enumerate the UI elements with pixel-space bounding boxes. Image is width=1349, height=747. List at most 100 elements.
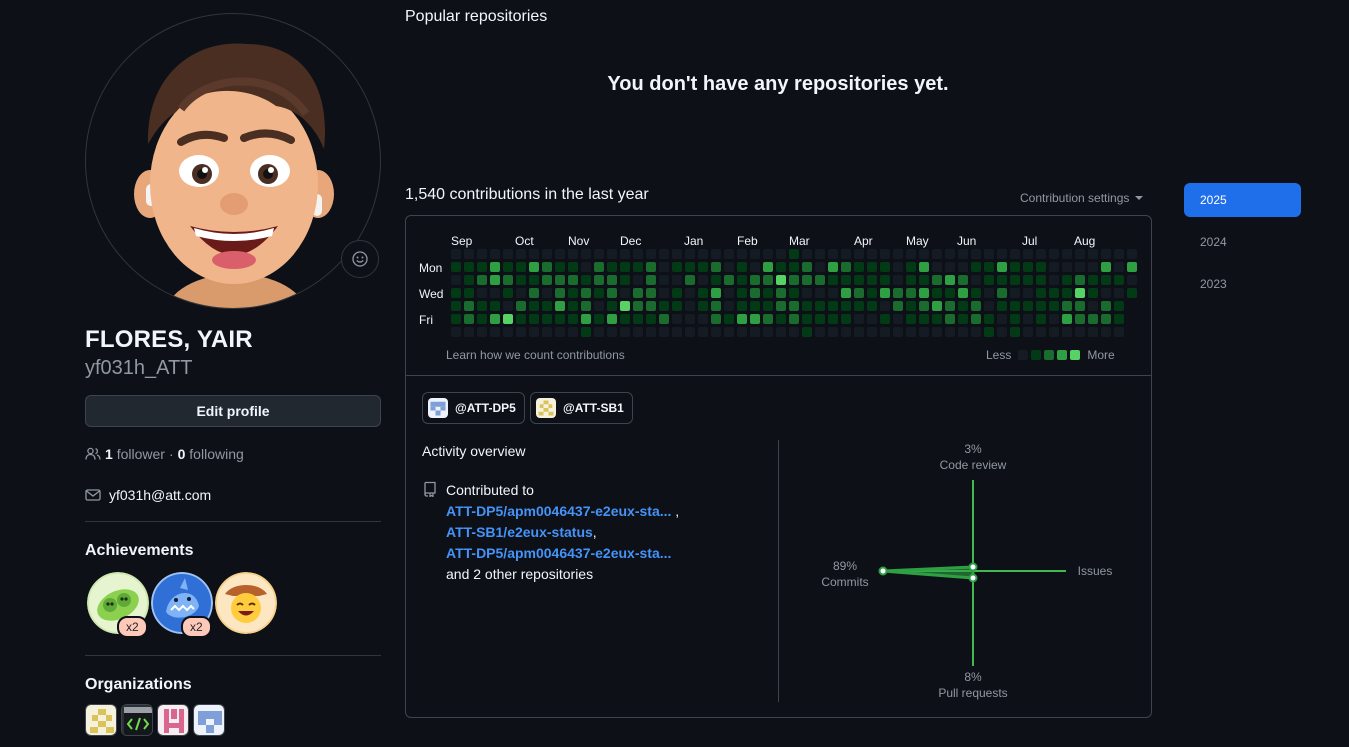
contribution-day-cell[interactable] — [542, 288, 552, 298]
contribution-day-cell[interactable] — [841, 275, 851, 285]
contribution-day-cell[interactable] — [906, 314, 916, 324]
contribution-day-cell[interactable] — [906, 275, 916, 285]
contribution-day-cell[interactable] — [1062, 327, 1072, 337]
contribution-day-cell[interactable] — [1075, 314, 1085, 324]
contribution-day-cell[interactable] — [724, 249, 734, 259]
contribution-day-cell[interactable] — [698, 314, 708, 324]
contribution-day-cell[interactable] — [1075, 262, 1085, 272]
contribution-day-cell[interactable] — [841, 262, 851, 272]
contribution-day-cell[interactable] — [1049, 275, 1059, 285]
contribution-day-cell[interactable] — [711, 288, 721, 298]
contribution-day-cell[interactable] — [997, 249, 1007, 259]
contribution-day-cell[interactable] — [880, 275, 890, 285]
contribution-day-cell[interactable] — [659, 314, 669, 324]
contribution-day-cell[interactable] — [490, 262, 500, 272]
contribution-day-cell[interactable] — [776, 288, 786, 298]
edit-profile-button[interactable]: Edit profile — [85, 395, 381, 427]
contribution-day-cell[interactable] — [867, 275, 877, 285]
contribution-day-cell[interactable] — [1023, 275, 1033, 285]
profile-email[interactable]: yf031h@att.com — [85, 487, 211, 503]
contribution-day-cell[interactable] — [555, 314, 565, 324]
contribution-day-cell[interactable] — [958, 314, 968, 324]
contribution-day-cell[interactable] — [633, 301, 643, 311]
contribution-day-cell[interactable] — [737, 249, 747, 259]
contribution-day-cell[interactable] — [685, 288, 695, 298]
contribution-day-cell[interactable] — [1101, 301, 1111, 311]
contribution-day-cell[interactable] — [1036, 327, 1046, 337]
contribution-day-cell[interactable] — [451, 327, 461, 337]
contribution-day-cell[interactable] — [451, 314, 461, 324]
contribution-day-cell[interactable] — [1023, 249, 1033, 259]
contribution-day-cell[interactable] — [919, 327, 929, 337]
contribution-day-cell[interactable] — [763, 288, 773, 298]
contribution-day-cell[interactable] — [464, 314, 474, 324]
avatar-container[interactable] — [85, 13, 381, 309]
contribution-day-cell[interactable] — [789, 301, 799, 311]
contribution-day-cell[interactable] — [971, 275, 981, 285]
contribution-day-cell[interactable] — [698, 327, 708, 337]
contribution-day-cell[interactable] — [685, 262, 695, 272]
org-avatar-pink[interactable] — [157, 704, 189, 736]
contribution-day-cell[interactable] — [503, 262, 513, 272]
contribution-day-cell[interactable] — [1062, 275, 1072, 285]
contribution-day-cell[interactable] — [1049, 327, 1059, 337]
contribution-day-cell[interactable] — [919, 314, 929, 324]
contribution-day-cell[interactable] — [880, 249, 890, 259]
contribution-day-cell[interactable] — [711, 327, 721, 337]
contribution-day-cell[interactable] — [516, 314, 526, 324]
contribution-day-cell[interactable] — [789, 314, 799, 324]
contribution-day-cell[interactable] — [594, 249, 604, 259]
contribution-day-cell[interactable] — [763, 314, 773, 324]
contribution-day-cell[interactable] — [555, 327, 565, 337]
contribution-day-cell[interactable] — [763, 249, 773, 259]
contribution-day-cell[interactable] — [529, 327, 539, 337]
contribution-day-cell[interactable] — [802, 262, 812, 272]
contribution-day-cell[interactable] — [854, 275, 864, 285]
contribution-day-cell[interactable] — [1088, 301, 1098, 311]
contribution-day-cell[interactable] — [750, 288, 760, 298]
contribution-day-cell[interactable] — [841, 249, 851, 259]
contribution-day-cell[interactable] — [529, 301, 539, 311]
contribution-day-cell[interactable] — [828, 249, 838, 259]
contribution-day-cell[interactable] — [880, 301, 890, 311]
contribution-day-cell[interactable] — [1127, 249, 1137, 259]
contribution-day-cell[interactable] — [529, 249, 539, 259]
contribution-day-cell[interactable] — [1088, 314, 1098, 324]
org-avatar-code[interactable] — [121, 704, 153, 736]
contribution-day-cell[interactable] — [893, 262, 903, 272]
contribution-day-cell[interactable] — [1036, 262, 1046, 272]
contribution-day-cell[interactable] — [867, 327, 877, 337]
achievement-pair-extraordinaire[interactable]: x2 — [87, 572, 149, 638]
contribution-day-cell[interactable] — [880, 327, 890, 337]
contribution-day-cell[interactable] — [997, 314, 1007, 324]
contribution-day-cell[interactable] — [451, 288, 461, 298]
contribution-day-cell[interactable] — [893, 301, 903, 311]
contribution-day-cell[interactable] — [529, 262, 539, 272]
contribution-day-cell[interactable] — [490, 275, 500, 285]
contribution-day-cell[interactable] — [997, 301, 1007, 311]
contribution-day-cell[interactable] — [1101, 288, 1111, 298]
contribution-day-cell[interactable] — [919, 301, 929, 311]
contribution-day-cell[interactable] — [997, 262, 1007, 272]
contribution-day-cell[interactable] — [906, 327, 916, 337]
contribution-day-cell[interactable] — [490, 249, 500, 259]
contribution-day-cell[interactable] — [737, 275, 747, 285]
contribution-day-cell[interactable] — [1062, 262, 1072, 272]
contribution-day-cell[interactable] — [854, 301, 864, 311]
contribution-day-cell[interactable] — [659, 249, 669, 259]
contribution-day-cell[interactable] — [841, 301, 851, 311]
contribution-day-cell[interactable] — [984, 288, 994, 298]
contribution-day-cell[interactable] — [581, 288, 591, 298]
contribution-day-cell[interactable] — [763, 262, 773, 272]
contribution-day-cell[interactable] — [477, 249, 487, 259]
contribution-day-cell[interactable] — [477, 262, 487, 272]
contribution-day-cell[interactable] — [1101, 262, 1111, 272]
contribution-day-cell[interactable] — [594, 275, 604, 285]
contribution-day-cell[interactable] — [607, 249, 617, 259]
contribution-day-cell[interactable] — [1127, 275, 1137, 285]
contribution-day-cell[interactable] — [880, 314, 890, 324]
contribution-day-cell[interactable] — [919, 262, 929, 272]
contribution-day-cell[interactable] — [503, 288, 513, 298]
contribution-day-cell[interactable] — [815, 301, 825, 311]
contribution-day-cell[interactable] — [737, 262, 747, 272]
